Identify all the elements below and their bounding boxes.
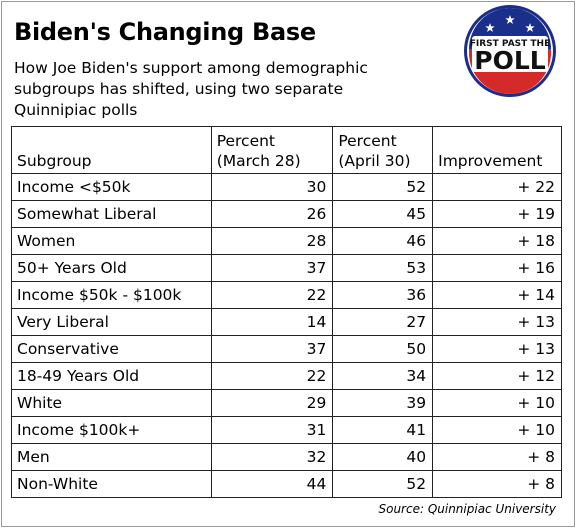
table-row: Somewhat Liberal 26 45 + 19 (11, 200, 562, 228)
chart-title: Biden's Changing Base (14, 18, 316, 46)
cell-subgroup: Very Liberal (11, 308, 212, 336)
cell-subgroup: White (11, 389, 212, 417)
logo-main-text: POLL (474, 46, 546, 75)
cell-improvement: + 10 (432, 416, 562, 444)
cell-improvement: + 14 (432, 281, 562, 309)
cell-subgroup: Conservative (11, 335, 212, 363)
cell-march: 37 (210, 335, 334, 363)
first-past-the-poll-logo: FIRST PAST THE POLL (464, 5, 556, 97)
table-row: 18-49 Years Old 22 34 + 12 (11, 362, 562, 390)
cell-improvement: + 22 (432, 173, 562, 201)
logo-banner (472, 36, 548, 72)
cell-improvement: + 8 (432, 470, 562, 498)
cell-april: 34 (332, 362, 434, 390)
cell-march: 44 (210, 470, 334, 498)
table-row: Very Liberal 14 27 + 13 (11, 308, 562, 336)
cell-april: 27 (332, 308, 434, 336)
cell-march: 22 (210, 281, 334, 309)
table-row: Non-White 44 52 + 8 (11, 470, 562, 498)
cell-march: 22 (210, 362, 334, 390)
column-header-improvement: Improvement (432, 126, 562, 174)
cell-march: 14 (210, 308, 334, 336)
cell-improvement: + 13 (432, 308, 562, 336)
cell-subgroup: Income <$50k (11, 173, 212, 201)
cell-march: 30 (210, 173, 334, 201)
cell-april: 52 (332, 173, 434, 201)
table-row: Men 32 40 + 8 (11, 443, 562, 471)
cell-march: 29 (210, 389, 334, 417)
table-body: Income <$50k 30 52 + 22 Somewhat Liberal 26 45… (11, 173, 562, 498)
table-row: Income $50k - $100k 22 36 + 14 (11, 281, 562, 309)
cell-improvement: + 12 (432, 362, 562, 390)
cell-april: 39 (332, 389, 434, 417)
cell-subgroup: Income $100k+ (11, 416, 212, 444)
cell-subgroup: Men (11, 443, 212, 471)
cell-improvement: + 19 (432, 200, 562, 228)
cell-april: 53 (332, 254, 434, 282)
cell-subgroup: Income $50k - $100k (11, 281, 212, 309)
cell-april: 40 (332, 443, 434, 471)
cell-march: 37 (210, 254, 334, 282)
cell-april: 52 (332, 470, 434, 498)
cell-subgroup: Somewhat Liberal (11, 200, 212, 228)
subgroup-table: Subgroup Percent (March 28) Percent (April… (11, 126, 562, 498)
logo-stars (485, 15, 535, 32)
cell-march: 26 (210, 200, 334, 228)
table-header-row: Subgroup Percent (March 28) Percent (April… (11, 126, 562, 174)
column-header-march: Percent (March 28) (210, 126, 334, 174)
chart-subtitle: How Joe Biden's support among demographi… (14, 59, 368, 119)
cell-improvement: + 10 (432, 389, 562, 417)
cell-march: 32 (210, 443, 334, 471)
cell-improvement: + 16 (432, 254, 562, 282)
cell-improvement: + 13 (432, 335, 562, 363)
cell-improvement: + 8 (432, 443, 562, 471)
table-row: Income <$50k 30 52 + 22 (11, 173, 562, 201)
table-row: 50+ Years Old 37 53 + 16 (11, 254, 562, 282)
cell-march: 31 (210, 416, 334, 444)
cell-april: 45 (332, 200, 434, 228)
column-header-april: Percent (April 30) (332, 126, 434, 174)
cell-subgroup: Women (11, 227, 212, 255)
table-row: Income $100k+ 31 41 + 10 (11, 416, 562, 444)
cell-improvement: + 18 (432, 227, 562, 255)
logo-top-text: FIRST PAST THE (470, 39, 551, 49)
cell-april: 36 (332, 281, 434, 309)
column-header-subgroup: Subgroup (11, 126, 212, 174)
cell-subgroup: 18-49 Years Old (11, 362, 212, 390)
cell-subgroup: Non-White (11, 470, 212, 498)
table-row: White 29 39 + 10 (11, 389, 562, 417)
cell-april: 46 (332, 227, 434, 255)
cell-april: 41 (332, 416, 434, 444)
cell-april: 50 (332, 335, 434, 363)
table-row: Conservative 37 50 + 13 (11, 335, 562, 363)
cell-subgroup: 50+ Years Old (11, 254, 212, 282)
table-row: Women 28 46 + 18 (11, 227, 562, 255)
source-note: Source: Quinnipiac University (378, 502, 556, 516)
cell-march: 28 (210, 227, 334, 255)
